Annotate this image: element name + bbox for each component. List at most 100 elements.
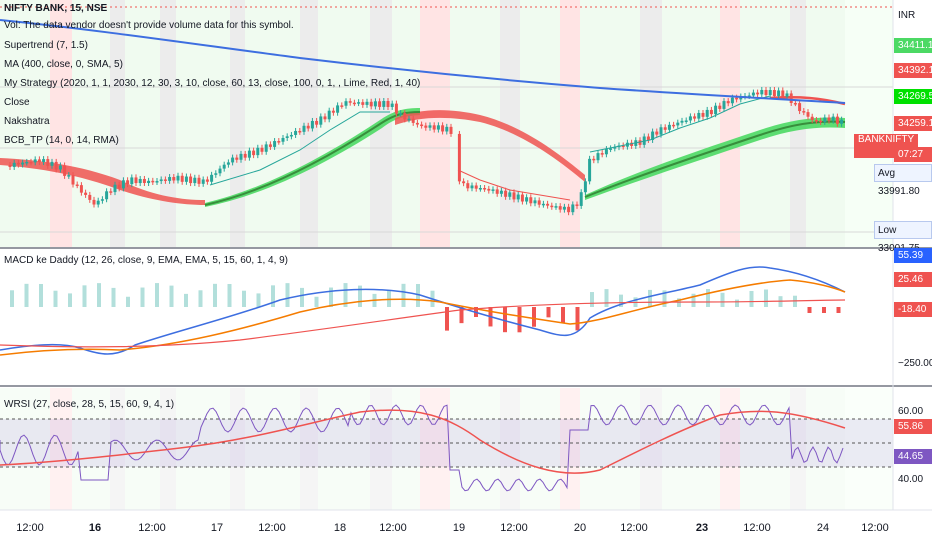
candle-body: [407, 118, 411, 121]
macd-histogram-bar: [111, 287, 116, 307]
candle-body: [688, 116, 692, 121]
candle-body: [575, 204, 579, 206]
session-band: [245, 0, 300, 248]
supertrend-up-2: [589, 95, 771, 153]
legend-wrsi[interactable]: WRSI (27, close, 28, 5, 15, 60, 9, 4, 1): [4, 399, 175, 410]
time-label-14: 12:00: [861, 522, 889, 534]
session-band: [72, 0, 110, 248]
candle-body: [701, 112, 705, 117]
candle-body: [609, 148, 613, 150]
legend-bcb-tp[interactable]: BCB_TP (14, 0, 14, RMA): [4, 135, 119, 146]
wrsi-line: [0, 404, 844, 492]
macd-histogram-bar: [445, 307, 449, 331]
candle-body: [672, 124, 676, 127]
avg-price-box[interactable]: Avg 33991.80: [874, 164, 932, 197]
candle-body: [310, 120, 314, 129]
candle-body: [268, 144, 272, 147]
session-band-wrsi: [72, 388, 110, 510]
candle-body: [12, 162, 16, 167]
candle-body: [420, 124, 424, 127]
macd-histogram-bar: [836, 307, 841, 313]
session-background: [0, 0, 845, 510]
price-tag-2: 34269.58: [894, 89, 932, 104]
candle-body: [667, 124, 671, 130]
candle-body: [516, 194, 520, 200]
candle-body: [67, 175, 71, 177]
legend-macd[interactable]: MACD ke Daddy (12, 26, close, 9, EMA, EM…: [4, 255, 289, 266]
ticker-flag[interactable]: BANKNIFTY: [854, 134, 919, 158]
legend-close[interactable]: Close: [4, 97, 30, 108]
macd-histogram-bar: [82, 285, 87, 307]
legend-nakshatra[interactable]: Nakshatra: [4, 116, 50, 127]
macd-histogram-bar: [169, 285, 174, 307]
macd-histogram-bar: [604, 289, 609, 307]
time-label-7: 19: [452, 522, 466, 534]
candle-body: [583, 181, 587, 193]
candle-body: [499, 190, 503, 194]
macd-histogram-bar: [764, 289, 768, 307]
low-label: Low: [878, 225, 897, 236]
candle-body: [512, 192, 516, 200]
time-label-12: 12:00: [743, 522, 771, 534]
candle-body: [159, 179, 163, 182]
macd-histogram-bar: [140, 287, 145, 307]
candle-body: [722, 101, 726, 109]
symbol-title[interactable]: NIFTY BANK, 15, NSE: [4, 3, 108, 14]
macd-histogram-bar: [662, 290, 667, 307]
time-label-3: 17: [210, 522, 224, 534]
green-mid-line: [584, 120, 846, 198]
low-price-box[interactable]: Low 33001.75: [874, 221, 932, 254]
pane-separators[interactable]: [0, 0, 932, 511]
legend-ma[interactable]: MA (400, close, 0, SMA, 5): [4, 59, 123, 70]
candle-body: [718, 105, 722, 109]
macd-histogram-bar: [184, 293, 188, 307]
session-band-wrsi: [450, 388, 500, 510]
candle-body: [277, 141, 281, 143]
candle-body: [546, 203, 550, 206]
candle-body: [651, 131, 655, 140]
candle-body: [29, 161, 33, 164]
session-band-wrsi: [176, 388, 230, 510]
candle-body: [428, 125, 432, 128]
candle-body: [424, 125, 428, 128]
candle-body: [336, 105, 340, 113]
session-band: [110, 0, 125, 248]
ma400-line: [0, 19, 846, 104]
candle-body: [365, 101, 369, 105]
candle-body: [541, 203, 545, 206]
candle-body: [25, 161, 29, 164]
legend-my-strategy[interactable]: My Strategy (2020, 1, 1, 2030, 12, 30, 3…: [4, 78, 421, 89]
session-band-wrsi: [245, 388, 300, 510]
red-ribbon-left: [0, 158, 205, 205]
candle-body: [432, 125, 436, 130]
candle-body: [142, 178, 146, 184]
green-mid-line-1: [204, 111, 421, 206]
candle-body: [403, 113, 407, 120]
macd-histogram-bar: [271, 285, 275, 307]
candle-body: [504, 190, 508, 197]
candle-body: [16, 162, 20, 165]
price-tag-0: 34411.15: [894, 38, 932, 53]
wrsi-tag-1: 44.65: [894, 449, 932, 464]
currency-label: INR: [898, 10, 916, 21]
session-band: [520, 0, 560, 248]
candle-body: [130, 177, 134, 185]
candle-body: [798, 103, 802, 112]
wrsi-average-line: [0, 409, 846, 474]
candle-body: [411, 118, 415, 123]
macd-histogram-bar: [648, 289, 652, 307]
macd-histogram-bar: [822, 307, 826, 313]
session-band-wrsi: [580, 388, 640, 510]
candle-body: [172, 177, 176, 181]
macd-histogram-bar: [126, 296, 130, 307]
candle-body: [382, 101, 386, 107]
candle-body: [390, 103, 394, 107]
legend-supertrend[interactable]: Supertrend (7, 1.5): [4, 40, 88, 51]
candle-body: [163, 179, 167, 181]
candle-body: [726, 101, 730, 104]
candle-body: [474, 185, 478, 189]
candle-body: [802, 111, 806, 113]
candle-body: [222, 164, 226, 169]
